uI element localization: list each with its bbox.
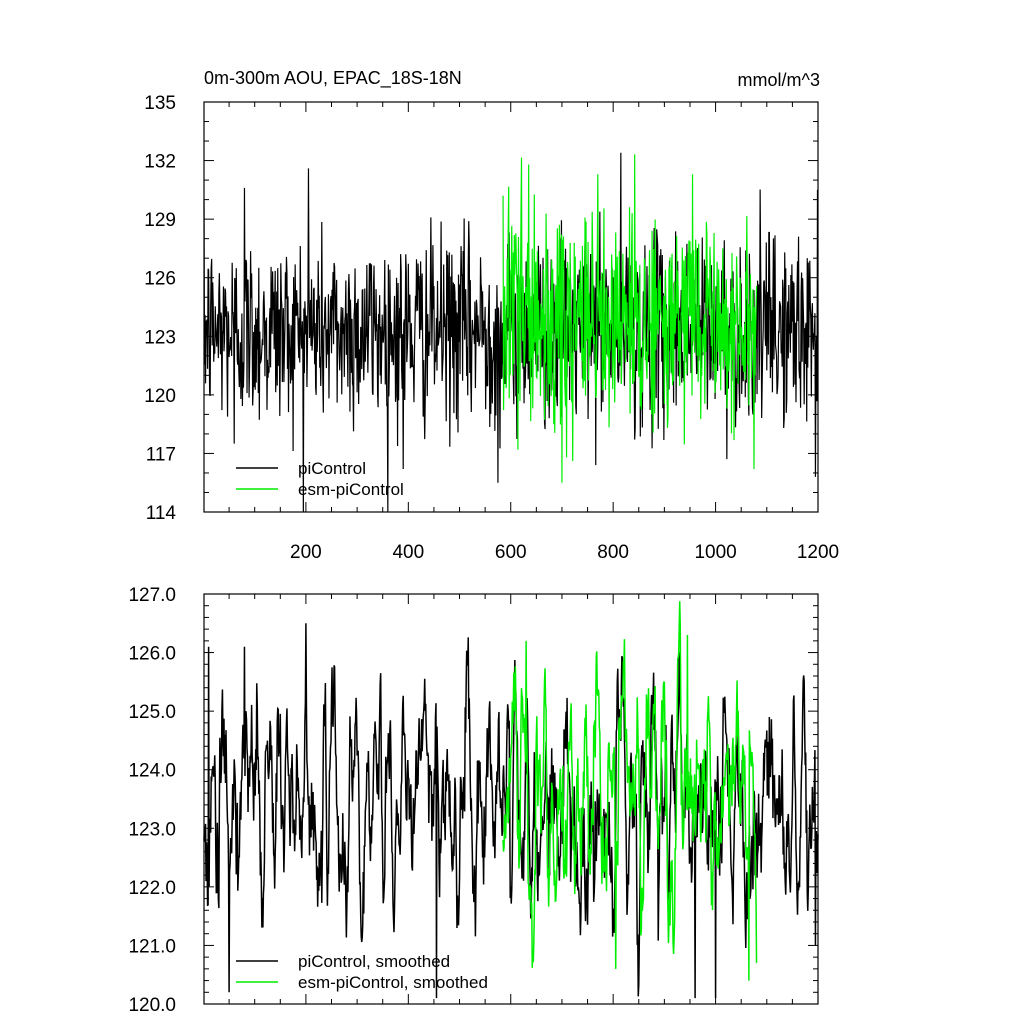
y-tick-label: 135 [144,93,176,114]
y-tick-label: 123.0 [128,819,176,840]
x-tick-label: 200 [290,542,322,563]
legend-label-esm-picontrol-smoothed: esm-piControl, smoothed [298,973,488,992]
y-tick-label: 126.0 [128,644,176,665]
panel-top-ticks [204,101,819,513]
x-tick-label: 600 [495,542,527,563]
y-tick-label: 120.0 [128,995,176,1016]
panel-top-series [203,152,819,513]
y-tick-label: 122.0 [128,878,176,899]
panel-top-legend: piControl esm-piControl [236,459,404,499]
y-tick-label: 127.0 [128,585,176,606]
series-line-picontrol-smoothed [203,623,819,999]
panel-top-y-tick-labels: 114 117 120 123 126 129 132 135 [144,93,176,524]
y-tick-label: 124.0 [128,761,176,782]
panel-bottom-ticks [204,593,819,1005]
panel-bottom-legend: piControl, smoothed esm-piControl, smoot… [236,952,488,992]
series-line-esm-picontrol-smoothed [502,601,758,981]
panel-bottom: 120.0 121.0 122.0 123.0 124.0 125.0 126.0 127.0… [128,585,819,1016]
panel-top-units: mmol/m^3 [738,70,820,90]
y-tick-label: 126 [144,269,176,290]
y-tick-label: 121.0 [128,936,176,957]
x-tick-label: 1000 [694,542,736,563]
panel-top-title: 0m-300m AOU, EPAC_18S-18N [204,68,462,89]
legend-label-picontrol-smoothed: piControl, smoothed [298,952,450,971]
x-tick-label: 800 [597,542,629,563]
panel-top-x-tick-labels: 200 400 600 800 1000 1200 [290,542,839,563]
y-tick-label: 132 [144,152,176,173]
x-tick-label: 400 [392,542,424,563]
legend-label-esm-picontrol: esm-piControl [298,480,404,499]
y-tick-label: 120 [144,386,176,407]
panel-top: 0m-300m AOU, EPAC_18S-18N mmol/m^3 11411… [144,68,839,563]
x-tick-label: 1200 [797,542,839,563]
y-tick-label: 123 [144,327,176,348]
legend-label-picontrol: piControl [298,459,366,478]
y-tick-label: 129 [144,210,176,231]
series-line-esm-picontrol [502,154,758,483]
y-tick-label: 114 [146,503,177,524]
panel-bottom-y-tick-labels: 120.0 121.0 122.0 123.0 124.0 125.0 126.0 127.0 [128,585,176,1016]
y-tick-label: 125.0 [128,702,176,723]
y-tick-label: 117 [146,444,176,465]
panel-bottom-series [203,601,819,999]
